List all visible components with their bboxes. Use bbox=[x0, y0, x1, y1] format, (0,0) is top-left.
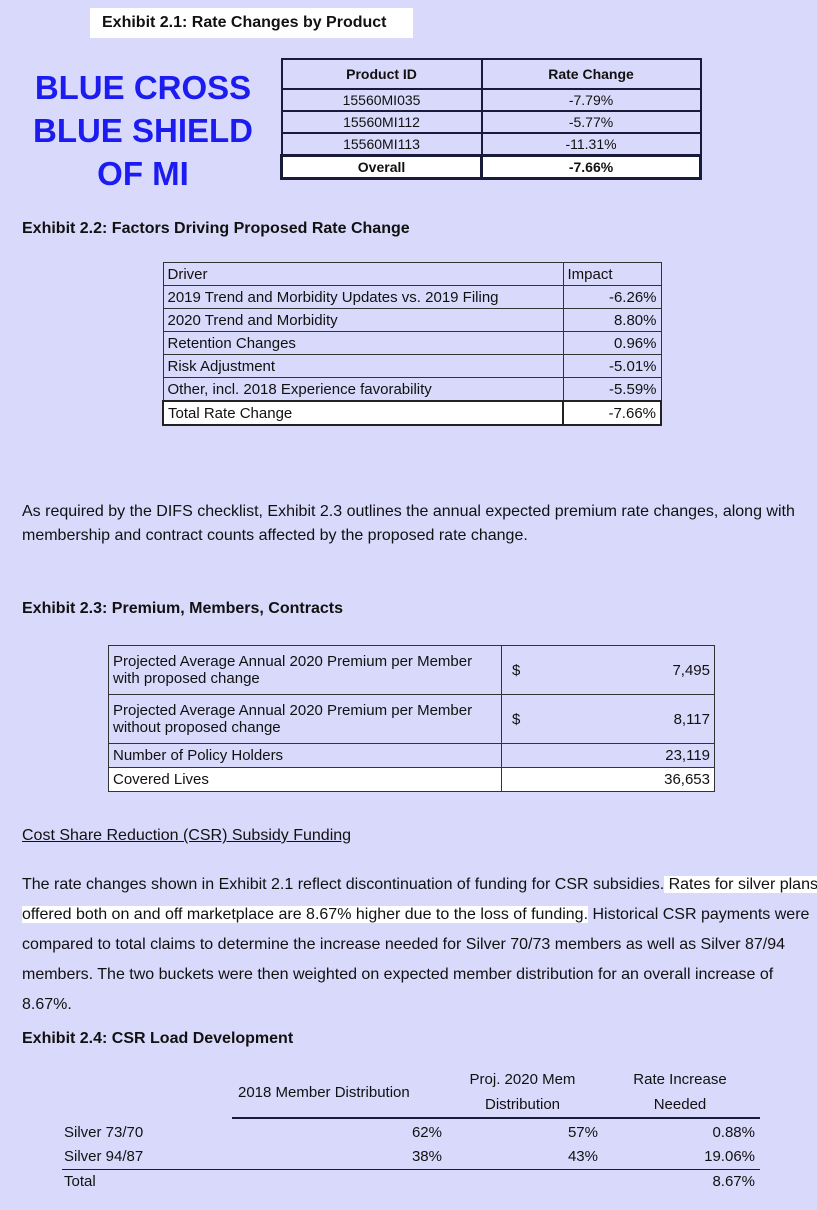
header-cell: Product ID bbox=[280, 58, 483, 90]
cell: 8,117 bbox=[564, 694, 716, 744]
table-row: 2020 Trend and Morbidity 8.80% bbox=[162, 308, 662, 332]
exhibit-2-2-title: Exhibit 2.2: Factors Driving Proposed Ra… bbox=[22, 220, 410, 237]
header-cell: Needed bbox=[653, 1096, 707, 1113]
cell: -7.79% bbox=[480, 88, 702, 112]
header-divider bbox=[232, 1117, 760, 1119]
exhibit-2-4-table: 2018 Member Distribution Proj. 2020 Mem … bbox=[0, 1068, 817, 1198]
table-row: 15560MI112 -5.77% bbox=[280, 110, 702, 134]
exhibit-2-2-table: Driver Impact 2019 Trend and Morbidity Up… bbox=[162, 262, 662, 426]
cell: $ bbox=[501, 645, 565, 695]
total-row: Overall -7.66% bbox=[279, 154, 702, 180]
cell: 15560MI112 bbox=[280, 110, 483, 134]
cell: 57% bbox=[567, 1124, 598, 1141]
cell: Risk Adjustment bbox=[162, 354, 564, 378]
cell: -5.01% bbox=[562, 354, 662, 378]
cell: -7.66% bbox=[562, 400, 662, 426]
cell: 8.67% bbox=[712, 1173, 755, 1190]
table-row: Number of Policy Holders 23,119 bbox=[108, 743, 716, 768]
cell: 15560MI035 bbox=[280, 88, 483, 112]
cell bbox=[501, 743, 565, 768]
total-row: Total Rate Change -7.66% bbox=[162, 400, 662, 426]
cell: Number of Policy Holders bbox=[108, 743, 502, 768]
header-cell: Rate Increase bbox=[633, 1071, 727, 1088]
table-row: Projected Average Annual 2020 Premium pe… bbox=[108, 694, 716, 744]
cell: 7,495 bbox=[564, 645, 716, 695]
exhibit-2-1-title: Exhibit 2.1: Rate Changes by Product bbox=[102, 14, 387, 31]
row-label: Total bbox=[64, 1173, 96, 1190]
cell: 0.96% bbox=[562, 331, 662, 355]
csr-text: Historical CSR payments were compared to… bbox=[22, 906, 810, 1013]
cell: -11.31% bbox=[480, 132, 702, 157]
total-divider bbox=[62, 1169, 760, 1170]
cell: Other, incl. 2018 Experience favorabilit… bbox=[162, 377, 564, 402]
cell: Retention Changes bbox=[162, 331, 564, 355]
header-cell: Proj. 2020 Mem bbox=[469, 1071, 576, 1088]
cell: 62% bbox=[411, 1124, 442, 1141]
cell: 19.06% bbox=[704, 1148, 755, 1165]
cell: Projected Average Annual 2020 Premium pe… bbox=[108, 645, 502, 695]
exhibit-2-4-title: Exhibit 2.4: CSR Load Development bbox=[22, 1030, 294, 1047]
csr-paragraph: The rate changes shown in Exhibit 2.1 re… bbox=[22, 870, 817, 1020]
cell: 2019 Trend and Morbidity Updates vs. 201… bbox=[162, 285, 564, 309]
header-cell: Distribution bbox=[484, 1096, 561, 1113]
cell: -6.26% bbox=[562, 285, 662, 309]
csr-text: The rate changes shown in Exhibit 2.1 re… bbox=[22, 876, 665, 893]
cell: Covered Lives bbox=[108, 767, 502, 792]
table-row: 15560MI035 -7.79% bbox=[280, 88, 702, 112]
logo: BLUE CROSS BLUE SHIELD OF MI bbox=[18, 66, 268, 195]
exhibit-2-1-title-box: Exhibit 2.1: Rate Changes by Product bbox=[90, 8, 413, 38]
cell: -5.77% bbox=[480, 110, 702, 134]
cell: $ bbox=[501, 694, 565, 744]
cell: 43% bbox=[567, 1148, 598, 1165]
header-cell: Rate Change bbox=[480, 58, 702, 90]
table-row: 2019 Trend and Morbidity Updates vs. 201… bbox=[162, 285, 662, 309]
table-row: Covered Lives 36,653 bbox=[108, 767, 716, 792]
row-label: Silver 73/70 bbox=[64, 1124, 144, 1141]
table-row: Risk Adjustment -5.01% bbox=[162, 354, 662, 378]
table-row: Other, incl. 2018 Experience favorabilit… bbox=[162, 377, 662, 402]
header-cell: Driver bbox=[162, 262, 564, 286]
exhibit-2-3-title: Exhibit 2.3: Premium, Members, Contracts bbox=[22, 600, 343, 617]
cell: 38% bbox=[411, 1148, 442, 1165]
table-row: 15560MI113 -11.31% bbox=[280, 132, 702, 157]
exhibit-2-3-table: Projected Average Annual 2020 Premium pe… bbox=[108, 645, 716, 792]
table-header: Driver Impact bbox=[162, 262, 662, 286]
cell: Projected Average Annual 2020 Premium pe… bbox=[108, 694, 502, 744]
table-header: Product ID Rate Change bbox=[280, 58, 702, 90]
logo-line: OF MI bbox=[97, 155, 189, 192]
cell bbox=[501, 767, 565, 792]
logo-line: BLUE SHIELD bbox=[32, 112, 253, 149]
cell: 15560MI113 bbox=[280, 132, 483, 157]
cell: 36,653 bbox=[564, 767, 716, 792]
cell: -5.59% bbox=[562, 377, 662, 402]
cell: 2020 Trend and Morbidity bbox=[162, 308, 564, 332]
intro-paragraph: As required by the DIFS checklist, Exhib… bbox=[22, 503, 795, 544]
table-row: Projected Average Annual 2020 Premium pe… bbox=[108, 645, 716, 695]
header-cell: 2018 Member Distribution bbox=[238, 1084, 410, 1101]
cell: Overall bbox=[279, 154, 484, 180]
cell: 8.80% bbox=[562, 308, 662, 332]
cell: -7.66% bbox=[480, 154, 702, 180]
cell: 0.88% bbox=[712, 1124, 755, 1141]
csr-heading: Cost Share Reduction (CSR) Subsidy Fundi… bbox=[22, 827, 352, 844]
logo-line: BLUE CROSS bbox=[34, 69, 252, 106]
table-row: Retention Changes 0.96% bbox=[162, 331, 662, 355]
cell: 23,119 bbox=[564, 743, 716, 768]
cell: Total Rate Change bbox=[162, 400, 564, 426]
header-cell: Impact bbox=[562, 262, 662, 286]
exhibit-2-1-table: Product ID Rate Change 15560MI035 -7.79% 1… bbox=[279, 58, 702, 180]
row-label: Silver 94/87 bbox=[64, 1148, 144, 1165]
